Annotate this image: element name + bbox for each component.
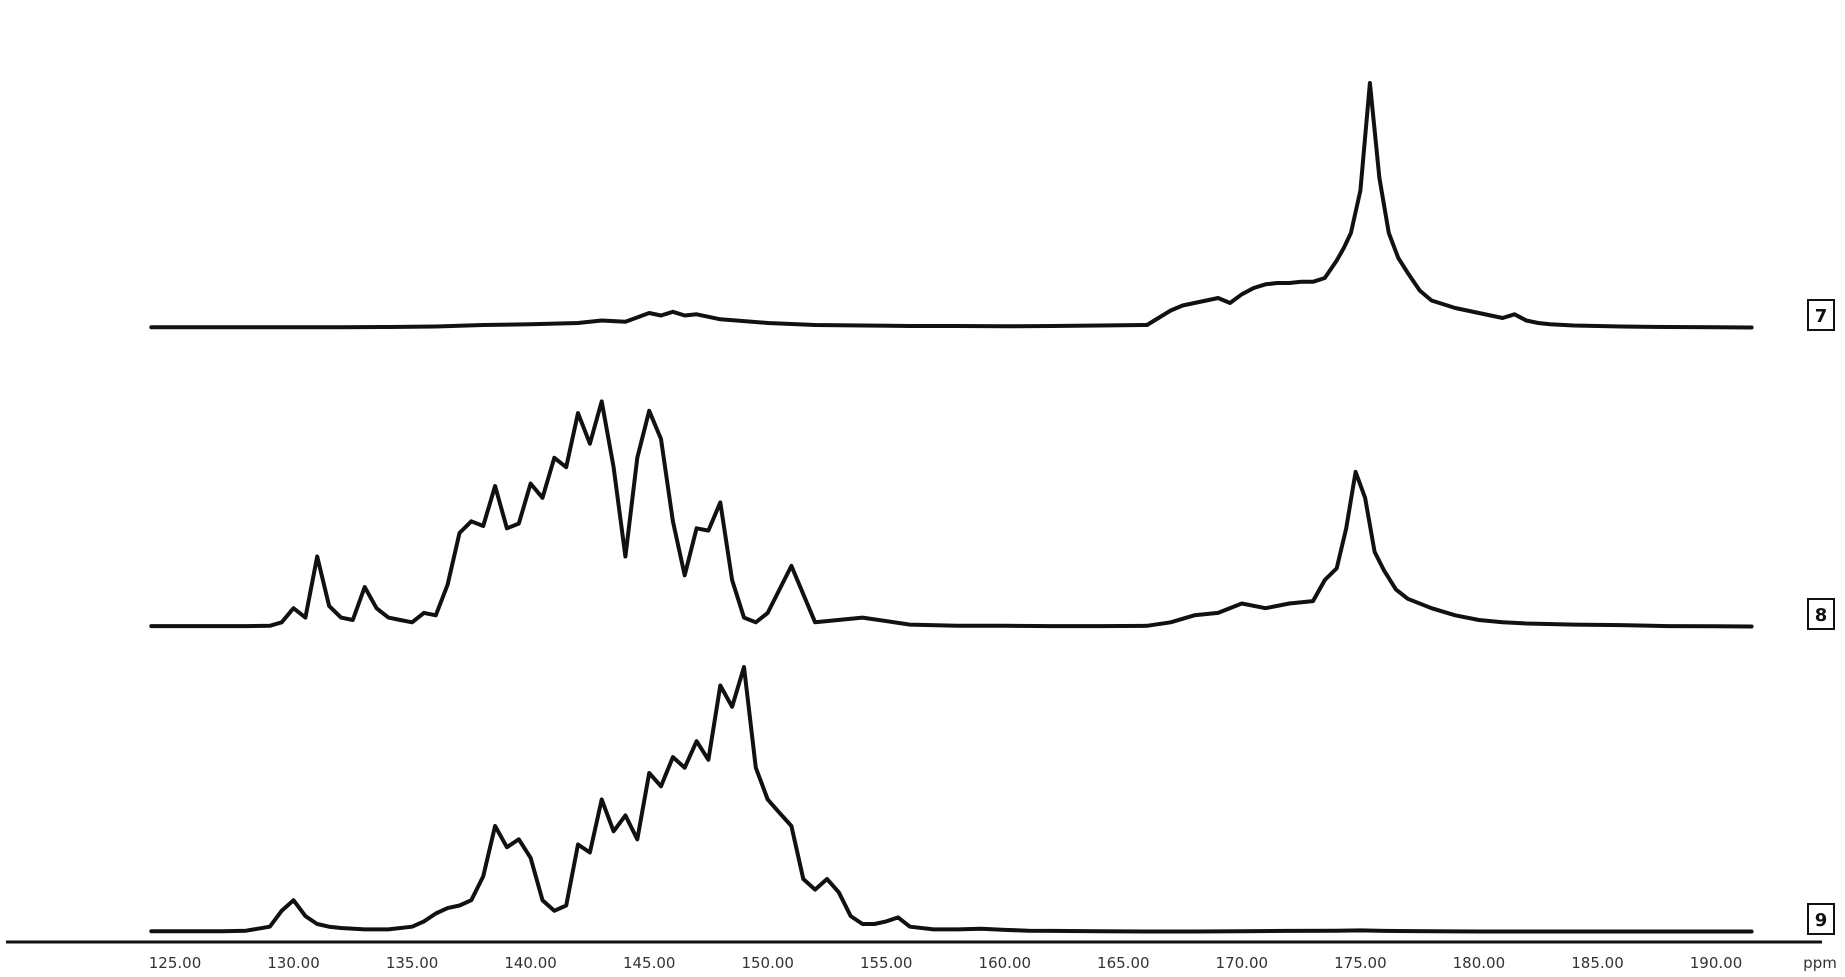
x-tick-label: 175.00: [1334, 954, 1387, 972]
x-tick-label: 160.00: [979, 954, 1032, 972]
spectrum-trace-7: [149, 81, 1754, 330]
series-label-box: [1807, 299, 1835, 331]
x-tick-label: 145.00: [623, 954, 676, 972]
x-tick-label: 185.00: [1571, 954, 1624, 972]
spectrum-trace-8: [149, 399, 1754, 629]
x-tick-label: 190.00: [1690, 954, 1743, 972]
x-tick-label: 180.00: [1453, 954, 1506, 972]
spectrum-trace-9: [149, 665, 1754, 934]
x-tick-label: 135.00: [386, 954, 439, 972]
x-tick-label: 140.00: [504, 954, 557, 972]
series-number-labels: 7 8 9: [1807, 299, 1835, 935]
x-tick-label: 150.00: [741, 954, 794, 972]
x-tick-label: 155.00: [860, 954, 913, 972]
x-tick-label: 170.00: [1216, 954, 1269, 972]
x-axis-unit-label: ppm: [1803, 954, 1837, 972]
x-tick-label: 130.00: [267, 954, 320, 972]
series-label-text: 7: [1815, 306, 1828, 327]
series-label-box: [1807, 598, 1835, 630]
series-label-box: [1807, 903, 1835, 935]
series-label-text: 9: [1815, 910, 1828, 931]
series-label-text: 8: [1815, 605, 1828, 626]
x-tick-label: 125.00: [149, 954, 202, 972]
series-label-7: 7: [1807, 299, 1835, 331]
series-label-8: 8: [1807, 598, 1835, 630]
spectrum-traces: [149, 81, 1754, 934]
x-tick-label: 165.00: [1097, 954, 1150, 972]
x-axis-ticks: 125.00 130.00 135.00 140.00 145.00 150.00 155.…: [149, 954, 1743, 972]
series-label-9: 9: [1807, 903, 1835, 935]
